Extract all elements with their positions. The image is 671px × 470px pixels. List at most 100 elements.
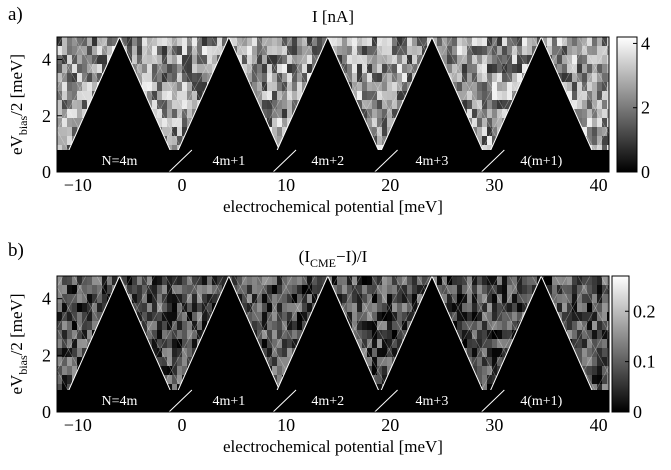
gap-cell [152,285,158,295]
gap-cell [527,294,533,304]
gap-cell [172,321,178,331]
gap-cell [187,339,193,349]
gap-cell [482,64,488,74]
gap-cell [487,127,493,137]
gap-cell [572,285,578,295]
gap-cell [607,357,609,367]
gap-cell [482,73,488,83]
gap-cell [62,37,68,47]
lattice-line [653,37,671,172]
gap-cell [187,46,193,56]
gap-cell [582,109,588,119]
sector-separator [481,149,505,172]
gap-cell [72,312,78,322]
gap-cell [157,55,163,65]
gap-cell [567,82,573,92]
gap-cell [172,339,178,349]
gap-cell [207,312,213,322]
gap-cell [502,109,508,119]
gap-cell [602,330,608,340]
gap-cell [287,100,293,110]
gap-cell [482,312,488,322]
gap-cell [307,46,313,56]
gap-cell [272,127,278,137]
gap-cell [262,303,268,313]
gap-cell [587,285,593,295]
gap-cell [472,348,478,358]
gap-cell [62,294,68,304]
gap-cell [497,37,503,47]
gap-cell [272,82,278,92]
gap-cell [82,91,88,101]
gap-cell [202,46,208,56]
x-tick-label: −10 [64,415,92,435]
gap-cell [397,276,403,286]
gap-cell [452,303,458,313]
gap-cell [552,294,558,304]
gap-cell [487,145,493,155]
gap-cell [602,46,608,56]
gap-cell [472,118,478,128]
gap-cell [57,64,63,74]
gap-cell [207,73,213,83]
gap-cell [577,46,583,56]
gap-cell [252,276,258,286]
gap-cell [147,91,153,101]
gap-cell [77,91,83,101]
gap-cell [492,37,498,47]
gap-cell [177,339,183,349]
gap-cell [557,55,563,65]
gap-cell [167,127,173,137]
gap-cell [137,303,143,313]
gap-cell [177,285,183,295]
gap-cell [382,136,388,146]
gap-cell [287,348,293,358]
y-tick-label: 2 [42,106,51,126]
gap-cell [347,285,353,295]
gap-cell [497,55,503,65]
blockade-diamond [266,276,389,412]
x-tick-label: 40 [590,415,608,435]
gap-cell [402,303,408,313]
gap-cell [407,73,413,83]
gap-cell [67,82,73,92]
gap-cell [262,330,268,340]
gap-cell [592,330,598,340]
gap-cell [267,321,273,331]
gap-cell [492,109,498,119]
gap-cell [167,330,173,340]
gap-cell [372,127,378,137]
gap-cell [492,312,498,322]
gap-cell [287,109,293,119]
gap-cell [282,366,288,376]
chart-title: I [nA] [312,7,354,26]
gap-cell [212,37,218,47]
gap-cell [292,64,298,74]
gap-cell [422,37,428,47]
gap-cell [587,100,593,110]
gap-cell [382,91,388,101]
gap-cell [352,276,358,286]
gap-cell [587,348,593,358]
gap-cell [157,64,163,74]
gap-cell [182,109,188,119]
lattice-line [577,276,609,334]
gap-cell [332,37,338,47]
gap-cell [397,64,403,74]
gap-cell [252,73,258,83]
gap-cell [257,294,263,304]
gap-cell [67,55,73,65]
gap-cell [77,294,83,304]
gap-cell [282,109,288,119]
gap-cell [447,55,453,65]
gap-cell [477,357,483,367]
blockade-diamond [480,37,603,172]
gap-cell [377,118,383,128]
gap-cell [72,321,78,331]
gap-cell [72,100,78,110]
gap-cell [387,37,393,47]
gap-cell [597,37,603,47]
gap-cell [607,339,609,349]
gap-cell [62,118,68,128]
gap-cell [177,330,183,340]
